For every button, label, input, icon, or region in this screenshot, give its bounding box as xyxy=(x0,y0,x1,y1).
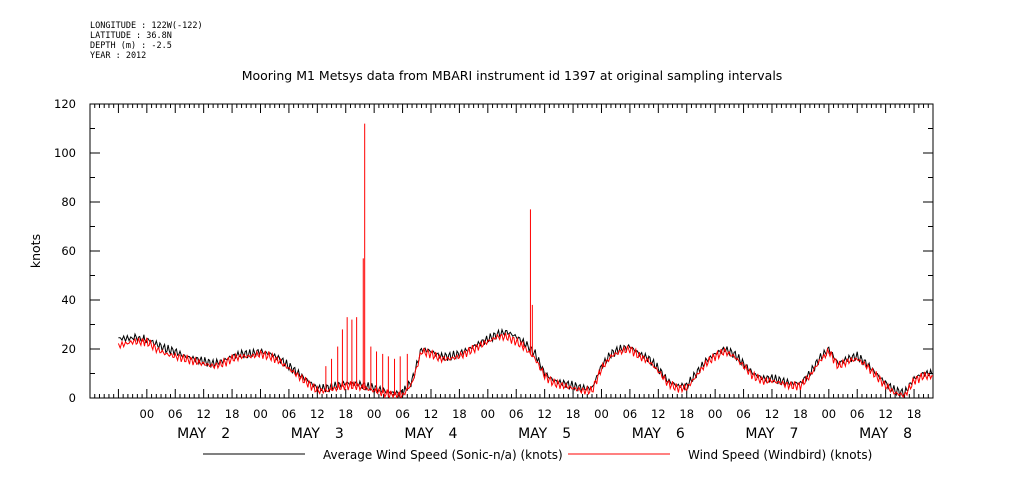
day-label-month: MAY xyxy=(177,426,207,442)
day-label: MAY 3 xyxy=(291,426,344,442)
chart-title: Mooring M1 Metsys data from MBARI instru… xyxy=(242,68,783,83)
day-label: MAY 6 xyxy=(632,426,685,442)
series-line-0 xyxy=(118,327,934,398)
day-label-month: MAY xyxy=(632,426,662,442)
metadata-header: LONGITUDE : 122W(-122) LATITUDE : 36.8N … xyxy=(90,21,203,61)
y-tick-label: 0 xyxy=(69,391,76,405)
x-tick-label: 06 xyxy=(282,407,297,421)
day-label-day: 5 xyxy=(562,426,571,442)
day-label-day: 6 xyxy=(676,426,685,442)
day-label: MAY 4 xyxy=(404,426,457,442)
y-tick-label: 20 xyxy=(61,342,76,356)
legend-label-sonic: Average Wind Speed (Sonic-n/a) (knots) xyxy=(323,448,563,462)
x-tick-label: 18 xyxy=(338,407,353,421)
day-label-month: MAY xyxy=(404,426,434,442)
y-tick-label: 60 xyxy=(61,244,76,258)
day-label-day: 4 xyxy=(449,426,458,442)
x-tick-label: 12 xyxy=(310,407,325,421)
day-label: MAY 7 xyxy=(745,426,798,442)
series-layer xyxy=(117,123,934,399)
year-text: YEAR : 2012 xyxy=(90,51,147,61)
plot-frame xyxy=(89,103,934,399)
y-axis-label: knots xyxy=(28,234,43,268)
x-tick-label: 00 xyxy=(140,407,155,421)
day-label: MAY 5 xyxy=(518,426,571,442)
x-tick-label: 12 xyxy=(424,407,439,421)
x-tick-label: 18 xyxy=(679,407,694,421)
series-line-1 xyxy=(117,332,934,399)
latitude-text: LATITUDE : 36.8N xyxy=(90,31,172,41)
y-tick-label: 100 xyxy=(54,146,76,160)
day-label-month: MAY xyxy=(745,426,775,442)
y-tick-label: 80 xyxy=(61,195,76,209)
depth-text: DEPTH (m) : -2.5 xyxy=(90,41,172,51)
day-label-month: MAY xyxy=(518,426,548,442)
x-tick-label: 06 xyxy=(850,407,865,421)
day-label: MAY 2 xyxy=(177,426,230,442)
x-tick-label: 06 xyxy=(736,407,751,421)
x-axis: 00 06 12 18 00 06 12 18 00 06 12 18 00 06 12 18 00 06 12 18… xyxy=(89,104,934,442)
legend: Average Wind Speed (Sonic-n/a) (knots) W… xyxy=(203,448,872,462)
x-tick-label: 18 xyxy=(225,407,240,421)
x-tick-label: 18 xyxy=(907,407,922,421)
y-tick-label: 120 xyxy=(54,97,76,111)
x-tick-label: 12 xyxy=(765,407,780,421)
day-label-month: MAY xyxy=(859,426,889,442)
day-label-day: 8 xyxy=(903,426,912,442)
x-tick-label: 00 xyxy=(594,407,609,421)
x-tick-label: 12 xyxy=(196,407,211,421)
x-tick-label: 12 xyxy=(651,407,666,421)
day-label-day: 7 xyxy=(790,426,799,442)
x-tick-label: 00 xyxy=(367,407,382,421)
x-tick-label: 00 xyxy=(821,407,836,421)
day-label-day: 2 xyxy=(221,426,230,442)
longitude-text: LONGITUDE : 122W(-122) xyxy=(90,21,203,31)
x-tick-label: 06 xyxy=(168,407,183,421)
x-tick-label: 18 xyxy=(566,407,581,421)
x-tick-label: 06 xyxy=(395,407,410,421)
x-tick-label: 18 xyxy=(452,407,467,421)
x-tick-label: 06 xyxy=(509,407,524,421)
y-axis: 0 20 40 60 80 100 120 xyxy=(54,97,933,405)
day-label: MAY 8 xyxy=(859,426,912,442)
day-label-month: MAY xyxy=(291,426,321,442)
x-tick-label: 00 xyxy=(708,407,723,421)
x-tick-label: 12 xyxy=(878,407,893,421)
x-tick-label: 00 xyxy=(480,407,495,421)
day-label-day: 3 xyxy=(335,426,344,442)
x-tick-label: 18 xyxy=(793,407,808,421)
y-tick-label: 40 xyxy=(61,293,76,307)
x-tick-label: 00 xyxy=(253,407,268,421)
legend-label-windbird: Wind Speed (Windbird) (knots) xyxy=(688,448,872,462)
x-tick-label: 06 xyxy=(623,407,638,421)
x-tick-label: 12 xyxy=(537,407,552,421)
